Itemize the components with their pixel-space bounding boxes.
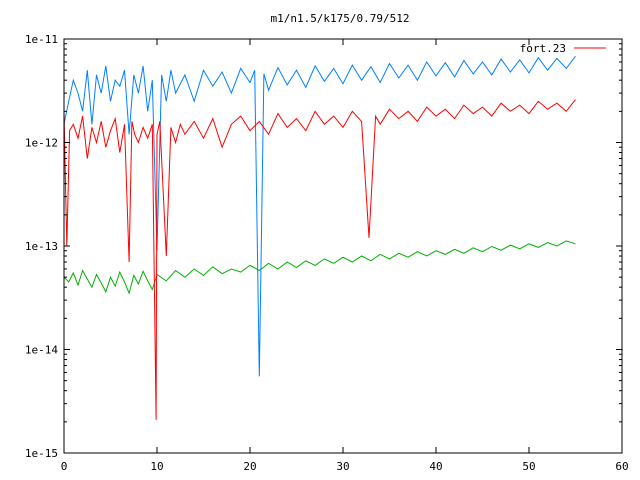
legend: fort.23 — [520, 42, 606, 55]
chart-title: m1/n1.5/k175/0.79/512 — [270, 12, 409, 25]
y-tick-label: 1e-12 — [25, 137, 58, 150]
x-tick-label: 0 — [61, 460, 68, 473]
x-tick-label: 50 — [522, 460, 535, 473]
x-tick-label: 60 — [615, 460, 628, 473]
x-tick-label: 10 — [150, 460, 163, 473]
series-line-1 — [63, 55, 576, 377]
x-tick-label: 30 — [336, 460, 349, 473]
series-line-0 — [63, 99, 576, 420]
series-layer — [63, 55, 576, 420]
series-line-2 — [63, 240, 576, 295]
x-tick-label: 20 — [243, 460, 256, 473]
y-tick-label: 1e-14 — [25, 344, 58, 357]
y-tick-label: 1e-13 — [25, 240, 58, 253]
legend-label: fort.23 — [520, 42, 566, 55]
y-tick-label: 1e-11 — [25, 33, 58, 46]
y-tick-label: 1e-15 — [25, 447, 58, 460]
x-tick-label: 40 — [429, 460, 442, 473]
axes-layer: 0 10 20 30 40 50 60 1e-11 1e-12 1e-13 1e-14 1e-15 — [25, 33, 629, 473]
